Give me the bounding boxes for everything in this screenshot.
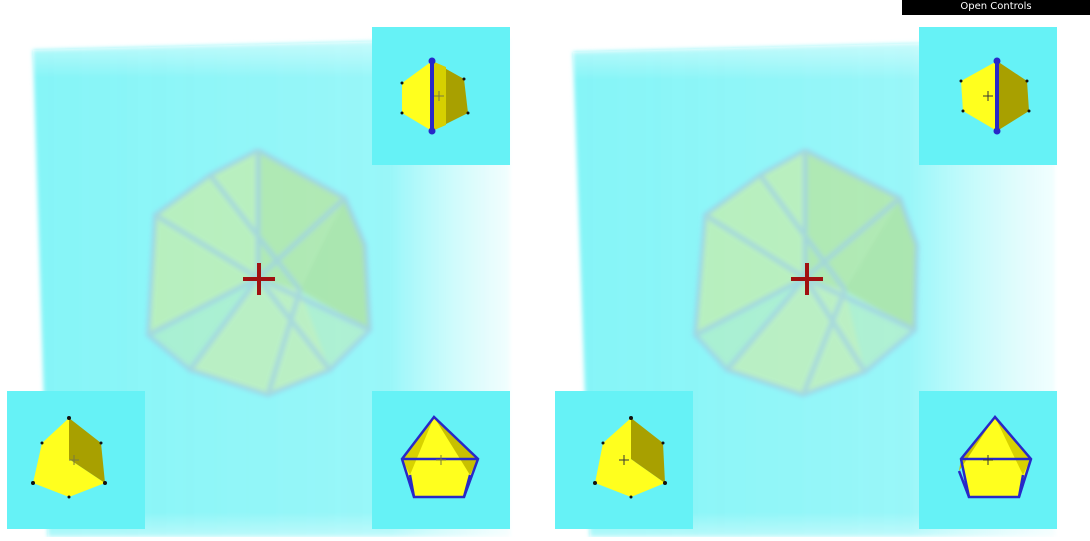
open-controls-button[interactable]: Open Controls	[902, 0, 1090, 15]
left-bottom-right-panel[interactable]	[372, 391, 510, 529]
left-top-view-panel[interactable]	[372, 27, 510, 165]
small-crosshair-icon	[983, 91, 993, 101]
small-crosshair-icon	[619, 455, 629, 465]
face-yellow	[961, 417, 1031, 497]
face-olive	[631, 418, 665, 483]
small-crosshair-icon	[436, 455, 446, 465]
left-bottom-left-panel[interactable]	[7, 391, 145, 529]
blurred-polyhedron	[145, 147, 373, 398]
face-yellow	[961, 61, 997, 131]
face-olive	[997, 61, 1029, 131]
small-crosshair-icon	[69, 455, 79, 465]
crosshair-icon	[791, 263, 823, 295]
face-yellow	[595, 418, 665, 497]
small-crosshair-icon	[434, 91, 444, 101]
face-yellow	[402, 61, 432, 131]
crosshair-icon	[243, 263, 275, 295]
face-olive	[69, 418, 105, 483]
small-crosshair-icon	[983, 455, 993, 465]
right-top-view-panel[interactable]	[919, 27, 1057, 165]
right-bottom-left-panel[interactable]	[555, 391, 693, 529]
blurred-polyhedron	[692, 147, 920, 398]
right-bottom-right-panel[interactable]	[919, 391, 1057, 529]
